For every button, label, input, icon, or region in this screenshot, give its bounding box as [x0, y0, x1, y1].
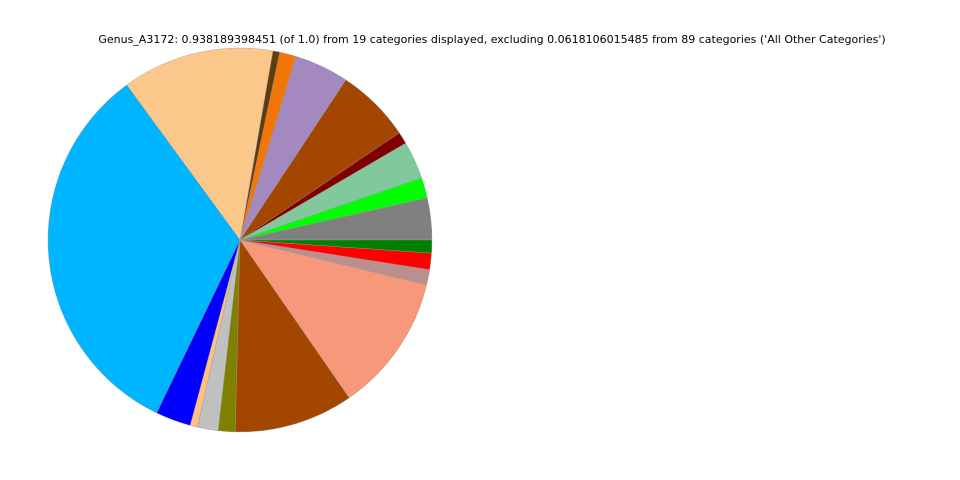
pie-slice-19	[239, 239, 433, 254]
pie-slice-16	[239, 239, 427, 399]
pie-slice-15	[235, 239, 350, 433]
pie-slice-10	[47, 84, 241, 414]
pie-slice-9	[126, 47, 274, 241]
chart-title: Genus_A3172: 0.938189398451 (of 1.0) fro…	[98, 33, 886, 46]
